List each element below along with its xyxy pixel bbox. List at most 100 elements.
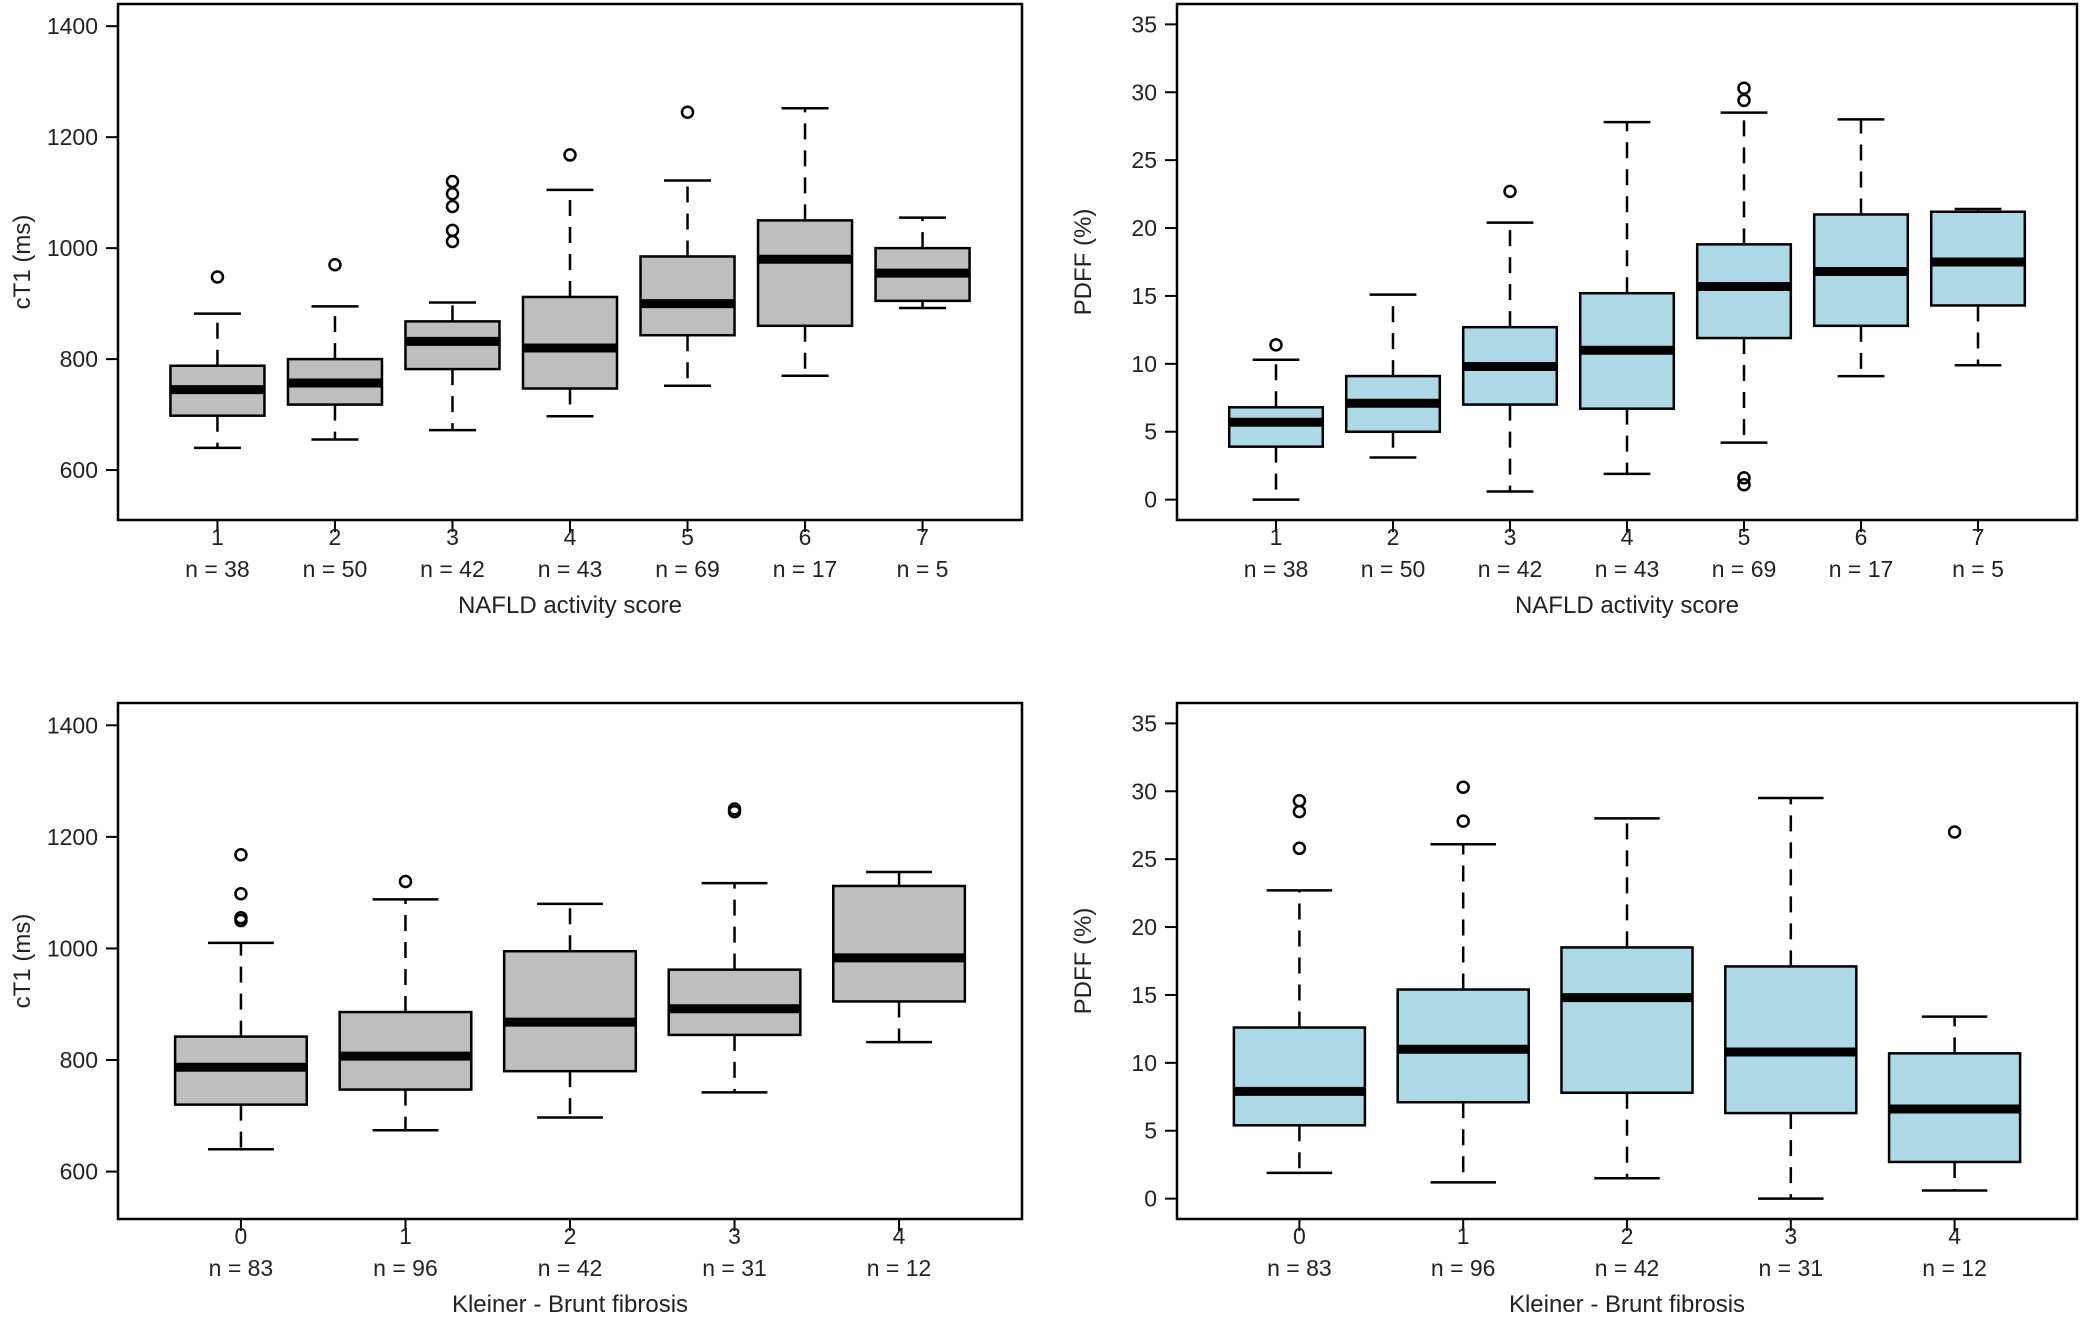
outlier-point: [1456, 780, 1470, 794]
x-tick-label: 6: [1855, 524, 1868, 550]
x-tick-label: 3: [728, 1223, 741, 1249]
x-tick-label: 0: [235, 1223, 248, 1249]
x-axis-label: Kleiner - Brunt fibrosis: [452, 1291, 688, 1318]
box-group: 7 n = 5: [1929, 207, 2027, 582]
outlier-point: [210, 270, 225, 284]
iqr-box: [1695, 243, 1793, 340]
x-count-label: n = 12: [867, 1255, 932, 1281]
box-group: 4 n = 12: [1887, 825, 2022, 1281]
iqr-box: [756, 219, 854, 328]
iqr-box: [338, 1010, 473, 1091]
x-tick-label: 4: [893, 1223, 906, 1249]
x-tick-label: 4: [1621, 524, 1634, 550]
iqr-box: [1232, 1026, 1367, 1127]
x-tick-label: 3: [446, 524, 459, 550]
x-tick-label: 4: [564, 524, 577, 550]
box-group: 4 n = 43: [1578, 120, 1676, 582]
y-tick-label: 800: [60, 1047, 98, 1073]
y-tick-label: 20: [1131, 215, 1157, 241]
y-tick-label: 25: [1131, 147, 1157, 173]
x-tick-label: 7: [916, 524, 929, 550]
box-group: 7 n = 5: [874, 216, 971, 582]
x-axis-label: NAFLD activity score: [1515, 592, 1739, 619]
x-count-label: n = 43: [1595, 556, 1660, 582]
x-tick-label: 2: [329, 524, 342, 550]
x-tick-label: 6: [799, 524, 812, 550]
x-count-label: n = 42: [1478, 556, 1543, 582]
box-group: 3 n = 31: [667, 802, 802, 1281]
outlier-point: [1737, 477, 1751, 492]
x-count-label: n = 96: [373, 1255, 438, 1281]
x-count-label: n = 50: [1361, 556, 1426, 582]
x-count-label: n = 5: [1952, 556, 2004, 582]
x-count-label: n = 17: [773, 556, 838, 582]
y-axis-label: PDFF (%): [1070, 908, 1097, 1015]
x-count-label: n = 42: [420, 556, 485, 582]
outlier-point: [445, 187, 460, 201]
box-group: 0 n = 83: [1232, 794, 1367, 1281]
x-tick-label: 3: [1784, 1223, 1797, 1249]
y-tick-label: 20: [1131, 914, 1157, 940]
y-tick-label: 0: [1144, 1186, 1157, 1212]
x-tick-label: 2: [1387, 524, 1400, 550]
box-group: 0 n = 83: [173, 847, 309, 1281]
x-count-label: n = 43: [538, 556, 603, 582]
y-axis-label: cT1 (ms): [9, 215, 36, 310]
x-count-label: n = 50: [303, 556, 368, 582]
x-count-label: n = 96: [1431, 1255, 1496, 1281]
box-group: 2 n = 42: [502, 902, 638, 1281]
y-tick-label: 1400: [47, 13, 98, 39]
y-tick-label: 15: [1131, 982, 1157, 1008]
panel-top-left: 600 800 1000 1200 1400 cT1 (ms) NAFLD activity…: [9, 2, 1024, 619]
outlier-point: [563, 148, 577, 162]
x-count-label: n = 83: [1267, 1255, 1332, 1281]
x-axis-label: Kleiner - Brunt fibrosis: [1509, 1291, 1745, 1318]
x-tick-label: 2: [1621, 1223, 1634, 1249]
box-group: 2 n = 50: [1344, 293, 1442, 582]
box-group: 2 n = 50: [286, 258, 384, 582]
y-tick-label: 800: [60, 346, 98, 372]
x-axis-label: NAFLD activity score: [458, 592, 682, 619]
x-tick-label: 0: [1293, 1223, 1306, 1249]
x-count-label: n = 17: [1829, 556, 1894, 582]
y-axis-label: PDFF (%): [1070, 209, 1097, 316]
iqr-box: [831, 884, 967, 1003]
y-tick-label: 10: [1131, 351, 1157, 377]
y-tick-label: 1200: [47, 124, 98, 150]
outlier-point: [1292, 841, 1307, 856]
x-tick-label: 1: [1457, 1223, 1470, 1249]
outlier-point: [234, 887, 248, 901]
x-count-label: n = 69: [1712, 556, 1777, 582]
box-group: 2 n = 42: [1560, 817, 1694, 1281]
x-tick-label: 3: [1504, 524, 1517, 550]
x-tick-label: 1: [399, 1223, 412, 1249]
outlier-point: [727, 802, 742, 816]
outlier-point: [234, 847, 248, 862]
outlier-point: [1503, 184, 1517, 199]
x-count-label: n = 31: [702, 1255, 767, 1281]
iqr-box: [1724, 965, 1858, 1115]
y-tick-label: 600: [60, 457, 98, 483]
y-tick-label: 35: [1131, 11, 1157, 37]
y-tick-label: 30: [1131, 79, 1157, 105]
box-group: 5 n = 69: [639, 105, 736, 582]
outlier-point: [1737, 81, 1751, 95]
x-count-label: n = 12: [1922, 1255, 1987, 1281]
y-tick-label: 1200: [47, 824, 98, 850]
outlier-point: [328, 258, 342, 272]
iqr-box: [521, 295, 619, 390]
box-group: 1 n = 38: [1227, 338, 1325, 582]
outlier-point: [398, 874, 413, 889]
y-tick-label: 30: [1131, 778, 1157, 804]
box-group: 1 n = 96: [338, 874, 473, 1281]
box-group: 3 n = 42: [404, 174, 501, 582]
iqr-box: [1560, 946, 1694, 1094]
box-group: 3 n = 31: [1724, 796, 1858, 1281]
outlier-point: [234, 911, 248, 925]
y-tick-label: 1000: [47, 235, 98, 261]
box-group: 3 n = 42: [1461, 184, 1559, 582]
y-tick-label: 1400: [47, 712, 98, 738]
x-count-label: n = 83: [209, 1255, 274, 1281]
